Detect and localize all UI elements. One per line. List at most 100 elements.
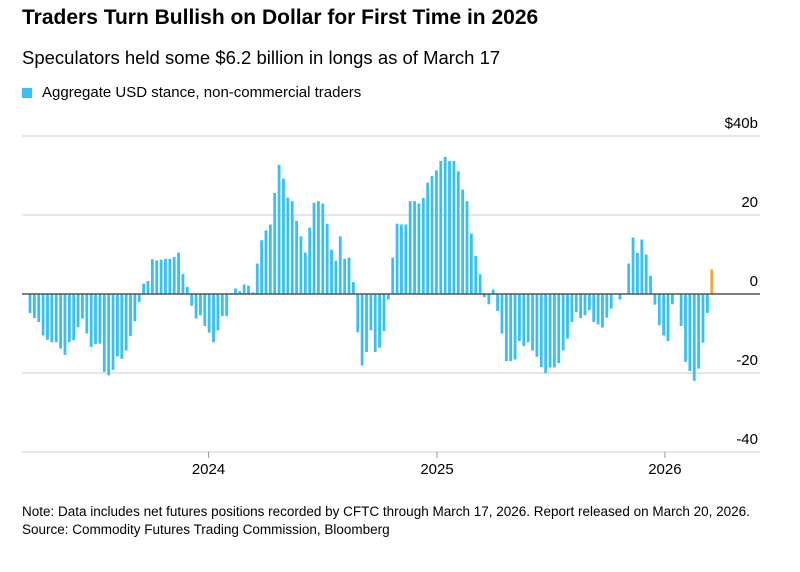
bar [321, 203, 325, 294]
bar [413, 201, 416, 294]
bar [172, 256, 176, 294]
bar [435, 170, 438, 294]
bar-chart: $40b 20 0 -20 -40 2024 2025 2026 [22, 115, 760, 478]
bar [194, 294, 198, 319]
bar [504, 294, 508, 362]
bar [242, 284, 246, 294]
bar [264, 230, 268, 294]
bar [185, 286, 189, 294]
bar [159, 259, 163, 294]
bar [544, 294, 548, 373]
bar [627, 263, 631, 294]
bar [365, 294, 368, 353]
bar [155, 260, 159, 294]
bar [120, 294, 124, 359]
bar [618, 294, 622, 300]
bar [116, 294, 119, 357]
bar [430, 175, 434, 294]
bar [268, 224, 272, 294]
bar [63, 294, 67, 355]
bar [255, 263, 259, 294]
bar [124, 294, 128, 351]
bar [705, 294, 709, 313]
bar [408, 201, 412, 294]
bar [177, 252, 180, 294]
y-tick-label: -40 [736, 431, 758, 448]
bar [609, 294, 613, 309]
bar [465, 201, 469, 294]
bar [190, 294, 194, 306]
bar [203, 294, 207, 326]
bar [513, 294, 517, 360]
bar [351, 282, 355, 294]
bar [404, 224, 408, 294]
bar [395, 223, 399, 294]
bar [164, 258, 167, 294]
bar [701, 294, 705, 343]
bar [46, 294, 49, 340]
bar [474, 256, 478, 294]
bar [509, 294, 513, 362]
bar [601, 294, 604, 328]
bar [483, 294, 486, 298]
bar [679, 294, 683, 326]
bar [76, 294, 80, 328]
x-tick-label: 2024 [192, 461, 225, 478]
bar [50, 294, 54, 343]
bar-latest [710, 269, 714, 294]
bar [452, 160, 456, 294]
bar [522, 294, 526, 347]
bar [102, 294, 106, 372]
legend: Aggregate USD stance, non-commercial tra… [22, 84, 361, 101]
bar [417, 203, 421, 294]
bar [373, 294, 377, 353]
bar [356, 294, 360, 333]
bar [216, 294, 220, 331]
bar [142, 283, 146, 294]
bar [570, 294, 574, 323]
bar [251, 292, 255, 294]
bar [212, 294, 215, 343]
bar [146, 280, 150, 294]
x-tick-label: 2026 [648, 461, 681, 478]
bar [277, 164, 281, 294]
bar [688, 294, 692, 372]
bar [67, 294, 71, 343]
bar [400, 224, 403, 294]
legend-label: Aggregate USD stance, non-commercial tra… [42, 84, 362, 101]
bar [574, 294, 578, 313]
bar [553, 294, 556, 368]
bar [566, 294, 569, 339]
bar [535, 294, 539, 357]
bar [273, 192, 277, 294]
bar [469, 233, 473, 294]
bar [666, 294, 670, 342]
bar [28, 294, 32, 313]
y-tick-label: 20 [741, 194, 758, 211]
bar [59, 294, 62, 349]
bar [587, 294, 591, 311]
y-tick-label: $40b [725, 115, 758, 132]
bar [233, 288, 237, 294]
bar [487, 294, 491, 305]
bar [129, 294, 132, 336]
bar [260, 240, 264, 294]
bar [649, 275, 652, 294]
chart-title: Traders Turn Bullish on Dollar for First… [22, 6, 539, 29]
bar [662, 294, 666, 336]
bar [247, 285, 250, 294]
bar [85, 294, 89, 334]
x-tick-label: 2025 [420, 461, 453, 478]
bar [592, 294, 596, 323]
bar [692, 294, 696, 381]
bar [37, 294, 41, 323]
bar [478, 274, 482, 294]
bar [303, 252, 307, 294]
bar [41, 294, 45, 336]
bar [81, 294, 84, 319]
bar [644, 254, 648, 294]
bar [338, 236, 342, 294]
bar [286, 197, 290, 294]
bar [657, 294, 661, 326]
bar [636, 252, 639, 294]
